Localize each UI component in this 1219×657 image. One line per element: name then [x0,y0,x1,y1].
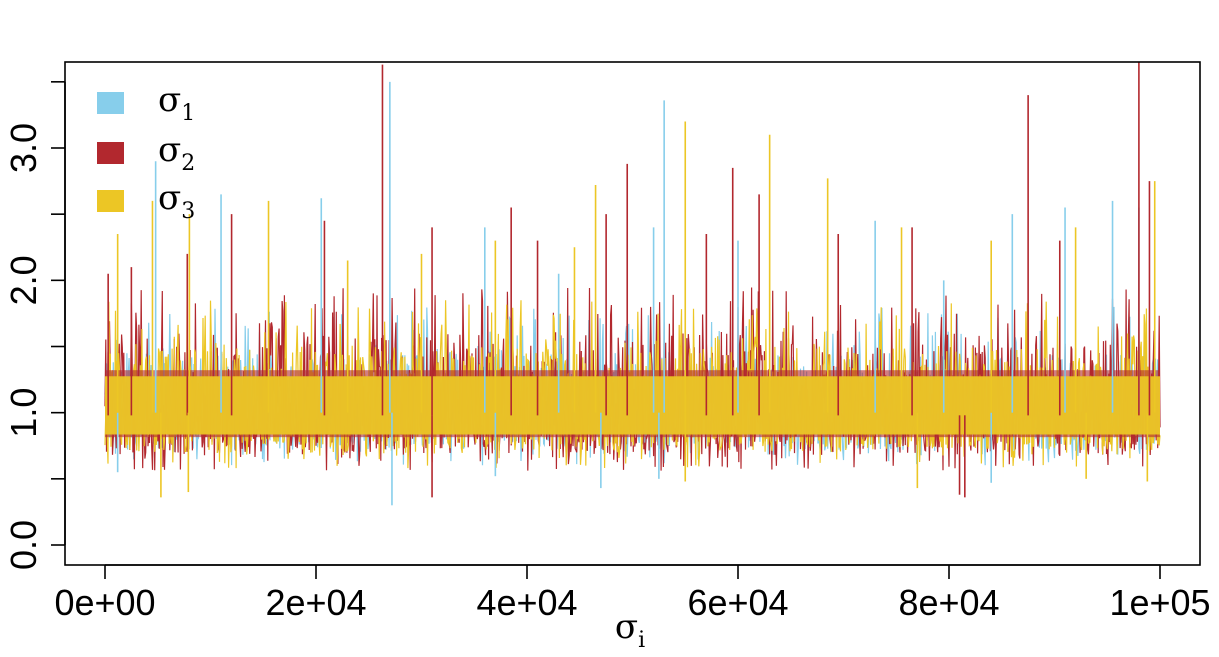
plot-border [64,61,1201,566]
x-tick-label: 2e+04 [265,582,366,623]
x-tick-label: 0e+00 [54,582,155,623]
y-tick-label: 2.0 [3,255,44,305]
legend-label-sigma-2: σ2 [158,130,195,176]
series-core-band-sigma-3 [105,376,1160,435]
x-axis: 0e+00 2e+04 4e+04 6e+04 8e+04 1e+05 [54,564,1211,623]
legend-label-sigma-3: σ3 [158,178,195,224]
y-tick-label: 3.0 [3,123,44,173]
plot-area [104,62,1161,506]
legend-label-sigma-1: σ1 [158,80,195,126]
x-tick-label: 4e+04 [476,582,577,623]
x-tick-label: 8e+04 [898,582,999,623]
y-tick-label: 1.0 [3,388,44,438]
y-tick-label: 0.0 [3,520,44,570]
legend-swatch-sigma-1 [97,92,124,114]
x-axis-label: σi [615,607,645,653]
x-tick-label: 6e+04 [687,582,788,623]
legend: σ1 σ2 σ3 [97,80,195,224]
legend-swatch-sigma-2 [97,142,124,164]
legend-swatch-sigma-3 [97,190,124,212]
x-tick-label: 1e+05 [1109,582,1210,623]
y-axis: 0.0 1.0 2.0 3.0 [3,81,66,570]
